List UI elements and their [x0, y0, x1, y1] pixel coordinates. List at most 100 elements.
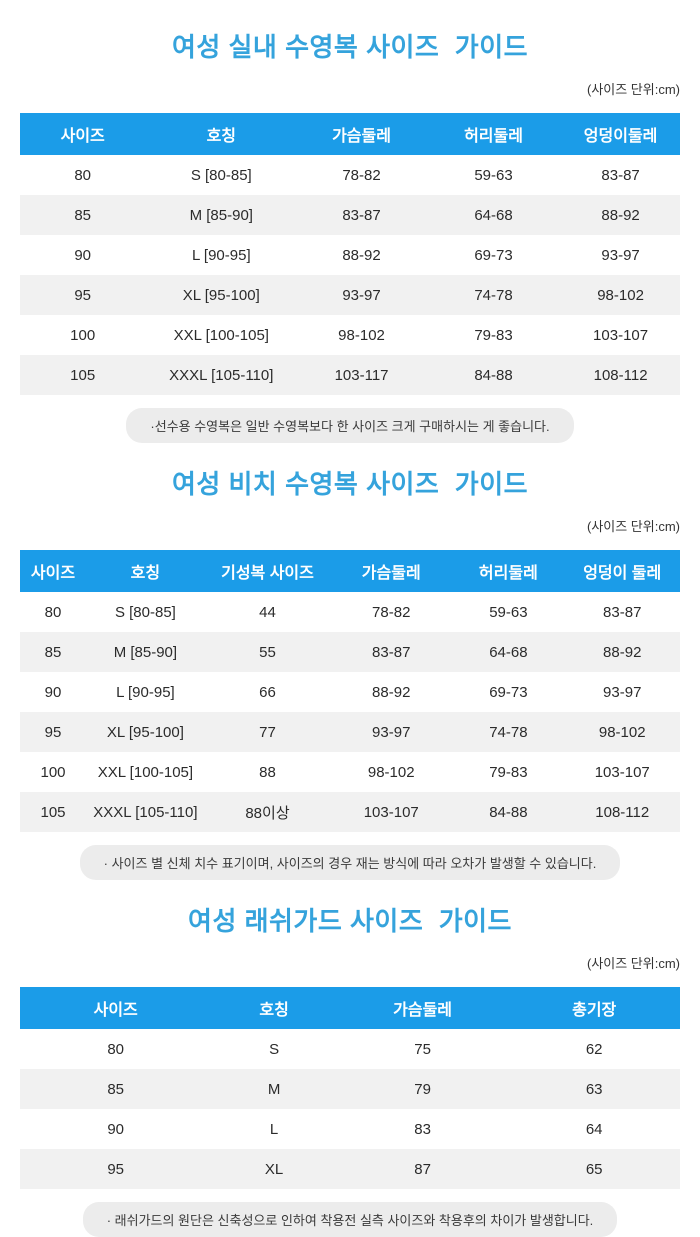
page-title: 여성 래쉬가드 사이즈 가이드	[188, 906, 512, 936]
table-cell: 78-82	[342, 166, 381, 184]
size-table-beach: 사이즈 호칭 기성복 사이즈 가슴둘레 허리둘레 엉덩이 둘레 80 S [80-85] 44…	[20, 550, 680, 832]
column-header: 호칭	[211, 987, 337, 1029]
table-cell: 100	[40, 763, 66, 781]
section-indoor-swimsuit: 여성 실내 수영복 사이즈 가이드 (사이즈 단위:cm) 사이즈 호칭 가슴둘레 허…	[0, 0, 700, 443]
table-cell: 44	[259, 603, 276, 621]
table-cell: 64-68	[474, 206, 513, 224]
table-cell: 69-73	[474, 246, 513, 264]
column-header: 호칭	[86, 550, 205, 592]
column-header: 총기장	[508, 987, 680, 1029]
column-header: 엉덩이둘레	[561, 113, 680, 155]
table-cell: 90	[74, 246, 92, 264]
table-cell: 83	[414, 1120, 431, 1138]
table-cell: 83-87	[372, 643, 411, 661]
column-header: 가슴둘레	[330, 550, 453, 592]
table-cell: 95	[74, 286, 92, 304]
table-cell: 80	[107, 1040, 125, 1058]
table-cell: 83-87	[342, 206, 381, 224]
table-cell: 59-63	[474, 166, 513, 184]
size-table-rashguard: 사이즈 호칭 가슴둘레 총기장 80 S 75 62 85 M 79 63 90 L 83 64 95 XL 87…	[20, 987, 680, 1189]
table-cell: M [85-90]	[189, 206, 253, 224]
table-cell: M	[267, 1080, 281, 1098]
table-row: 90 L [90-95] 66 88-92 69-73 93-97	[20, 672, 680, 712]
column-header: 기성복 사이즈	[204, 550, 331, 592]
table-cell: 75	[414, 1040, 431, 1058]
table-cell: 62	[585, 1040, 603, 1058]
table-cell: 93-97	[372, 723, 411, 741]
table-cell: 108-112	[595, 803, 650, 821]
size-unit-label: (사이즈 단위:cm)	[586, 519, 680, 534]
table-cell: 95	[107, 1160, 125, 1178]
table-cell: XXL [100-105]	[97, 763, 194, 781]
table-cell: 103-107	[363, 803, 419, 821]
table-header-row: 사이즈 호칭 가슴둘레 허리둘레 엉덩이둘레	[20, 113, 680, 155]
column-header: 허리둘레	[425, 113, 562, 155]
table-cell: 84-88	[474, 366, 513, 384]
table-header-row: 사이즈 호칭 가슴둘레 총기장	[20, 987, 680, 1029]
table-cell: 69-73	[489, 683, 528, 701]
column-header: 사이즈	[20, 113, 146, 155]
table-cell: 84-88	[489, 803, 528, 821]
table-cell: 95	[44, 723, 62, 741]
table-cell: 74-78	[474, 286, 513, 304]
table-row: 85 M 79 63	[20, 1069, 680, 1109]
table-cell: 105	[40, 803, 66, 821]
table-cell: 90	[44, 683, 62, 701]
size-unit-label: (사이즈 단위:cm)	[586, 956, 680, 971]
table-cell: 74-78	[489, 723, 528, 741]
table-cell: 79-83	[489, 763, 528, 781]
table-row: 80 S 75 62	[20, 1029, 680, 1069]
table-row: 95 XL 87 65	[20, 1149, 680, 1189]
table-cell: 93-97	[342, 286, 381, 304]
table-cell: XXXL [105-110]	[169, 366, 274, 384]
table-cell: XXL [100-105]	[173, 326, 269, 344]
table-cell: XL	[264, 1160, 284, 1178]
table-cell: 85	[107, 1080, 125, 1098]
table-row: 85 M [85-90] 83-87 64-68 88-92	[20, 195, 680, 235]
note-badge: · 래쉬가드의 원단은 신축성으로 인하여 착용전 실측 사이즈와 착용후의 차…	[82, 1202, 618, 1237]
note-badge: · 사이즈 별 신체 치수 표기이며, 사이즈의 경우 재는 방식에 따라 오차…	[79, 845, 621, 880]
table-cell: 65	[585, 1160, 603, 1178]
table-row: 105 XXXL [105-110] 103-117 84-88 108-112	[20, 355, 680, 395]
table-cell: 98-102	[367, 763, 415, 781]
table-cell: 88-92	[603, 643, 642, 661]
table-cell: L [90-95]	[191, 246, 251, 264]
column-header: 가슴둘레	[336, 987, 509, 1029]
table-cell: S [80-85]	[114, 603, 176, 621]
table-header-row: 사이즈 호칭 기성복 사이즈 가슴둘레 허리둘레 엉덩이 둘레	[20, 550, 680, 592]
column-header: 사이즈	[20, 550, 86, 592]
table-cell: 88	[259, 763, 276, 781]
section-beach-swimsuit: 여성 비치 수영복 사이즈 가이드 (사이즈 단위:cm) 사이즈 호칭 기성복 사…	[0, 443, 700, 880]
table-cell: S [80-85]	[190, 166, 252, 184]
table-cell: 93-97	[603, 683, 642, 701]
table-cell: 64-68	[489, 643, 528, 661]
table-cell: 85	[44, 643, 62, 661]
table-cell: 85	[74, 206, 92, 224]
table-row: 105 XXXL [105-110] 88이상 103-107 84-88 108-112	[20, 792, 680, 832]
table-cell: 90	[107, 1120, 125, 1138]
table-row: 80 S [80-85] 78-82 59-63 83-87	[20, 155, 680, 195]
page-title: 여성 비치 수영복 사이즈 가이드	[171, 469, 529, 499]
table-cell: XXXL [105-110]	[93, 803, 198, 821]
table-cell: 105	[70, 366, 96, 384]
table-cell: 98-102	[338, 326, 385, 344]
page-title: 여성 실내 수영복 사이즈 가이드	[171, 32, 529, 62]
table-cell: 80	[74, 166, 92, 184]
column-header: 호칭	[145, 113, 298, 155]
table-cell: L [90-95]	[116, 683, 175, 701]
table-row: 100 XXL [100-105] 88 98-102 79-83 103-107	[20, 752, 680, 792]
table-cell: 63	[585, 1080, 603, 1098]
section-rashguard: 여성 래쉬가드 사이즈 가이드 (사이즈 단위:cm) 사이즈 호칭 가슴둘레 총기장…	[0, 880, 700, 1237]
table-cell: 103-107	[593, 326, 649, 344]
table-row: 90 L 83 64	[20, 1109, 680, 1149]
table-cell: 88이상	[245, 804, 290, 822]
table-cell: 83-87	[603, 603, 642, 621]
table-cell: 88-92	[342, 246, 381, 264]
table-cell: 98-102	[598, 723, 646, 741]
table-cell: 79	[414, 1080, 431, 1098]
table-cell: L	[269, 1120, 279, 1138]
table-row: 95 XL [95-100] 77 93-97 74-78 98-102	[20, 712, 680, 752]
table-cell: M [85-90]	[113, 643, 178, 661]
table-cell: 100	[70, 326, 96, 344]
table-cell: S	[269, 1040, 280, 1058]
